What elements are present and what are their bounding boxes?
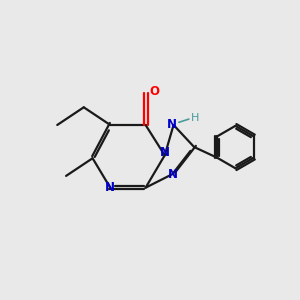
Text: N: N xyxy=(167,118,177,131)
Text: O: O xyxy=(149,85,159,98)
Text: N: N xyxy=(105,181,115,194)
Text: N: N xyxy=(168,168,178,181)
Text: N: N xyxy=(160,146,170,159)
Text: H: H xyxy=(190,112,199,123)
